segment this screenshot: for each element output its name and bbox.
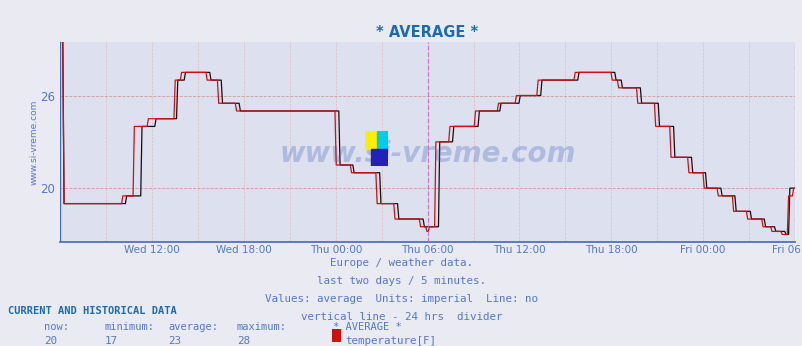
Text: CURRENT AND HISTORICAL DATA: CURRENT AND HISTORICAL DATA: [8, 306, 176, 316]
Text: www.si-vreme.com: www.si-vreme.com: [279, 140, 575, 168]
Text: Values: average  Units: imperial  Line: no: Values: average Units: imperial Line: no: [265, 294, 537, 304]
Text: 17: 17: [104, 336, 117, 346]
Text: maximum:: maximum:: [237, 322, 286, 333]
Title: * AVERAGE *: * AVERAGE *: [376, 25, 478, 40]
Text: temperature[F]: temperature[F]: [345, 336, 435, 346]
Bar: [376, 131, 387, 157]
Y-axis label: www.si-vreme.com: www.si-vreme.com: [30, 99, 39, 184]
Text: average:: average:: [168, 322, 218, 333]
Text: 23: 23: [168, 336, 181, 346]
Text: Europe / weather data.: Europe / weather data.: [330, 258, 472, 268]
Text: 20: 20: [44, 336, 57, 346]
Text: now:: now:: [44, 322, 69, 333]
Text: 28: 28: [237, 336, 249, 346]
Bar: [371, 149, 387, 166]
Text: minimum:: minimum:: [104, 322, 154, 333]
Text: last two days / 5 minutes.: last two days / 5 minutes.: [317, 276, 485, 286]
Bar: [365, 131, 376, 149]
Text: vertical line - 24 hrs  divider: vertical line - 24 hrs divider: [301, 312, 501, 322]
Text: * AVERAGE *: * AVERAGE *: [333, 322, 402, 333]
